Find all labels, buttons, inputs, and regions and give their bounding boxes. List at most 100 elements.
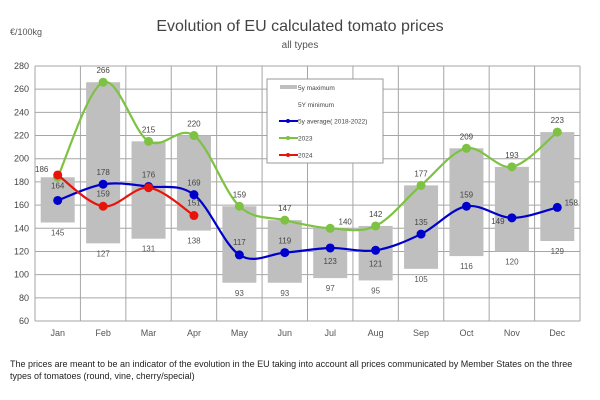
y-tick-label: 80 [19, 293, 29, 303]
y-axis-unit: €/100kg [10, 27, 43, 37]
range-bar [313, 228, 348, 279]
data-label: 209 [460, 132, 474, 141]
chart-subtitle: all types [281, 40, 319, 51]
legend-label: 2024 [298, 153, 313, 160]
range-bar [540, 132, 575, 242]
y-tick-label: 200 [14, 154, 29, 164]
data-point [325, 223, 335, 233]
data-label: 193 [505, 151, 519, 160]
data-point [189, 131, 199, 141]
data-label: 223 [551, 116, 565, 125]
x-tick-label: Sep [413, 328, 429, 338]
data-point [461, 201, 471, 211]
data-label: 178 [96, 168, 110, 177]
min-label: 127 [96, 249, 110, 258]
y-tick-label: 120 [14, 246, 29, 256]
legend-marker [286, 119, 290, 123]
data-point [507, 213, 517, 223]
data-label: 117 [233, 238, 246, 247]
chart: 60 80 100 120 140 160 180 200 220 240 260 280 Jan Feb… [14, 61, 581, 338]
data-label: 266 [96, 66, 110, 75]
min-label: 138 [187, 237, 201, 246]
legend-label: 5y average( 2018-2022) [298, 119, 367, 126]
data-point [53, 195, 63, 205]
x-tick-label: Jan [50, 328, 65, 338]
y-tick-label: 60 [19, 316, 29, 326]
data-label: 159 [233, 190, 247, 199]
data-label: 215 [142, 125, 156, 134]
legend-label: 5y maximum [298, 85, 335, 92]
data-label: 177 [414, 169, 428, 178]
footnote: The prices are meant to be an indicator … [10, 359, 573, 381]
y-tick-label: 280 [14, 61, 29, 71]
min-label: 120 [505, 257, 519, 266]
data-label: 123 [324, 257, 338, 266]
y-tick-label: 240 [14, 107, 29, 117]
data-point [234, 201, 244, 211]
legend-marker [286, 136, 290, 140]
y-tick-label: 260 [14, 84, 29, 94]
x-tick-label: Aug [368, 328, 384, 338]
min-label: 131 [142, 245, 156, 254]
x-tick-label: Jun [278, 328, 293, 338]
min-label: 129 [551, 247, 565, 256]
data-label: 151 [187, 199, 201, 208]
y-tick-label: 160 [14, 200, 29, 210]
data-point [144, 136, 154, 146]
data-label: 176 [142, 171, 156, 180]
range-bar [494, 166, 529, 252]
data-point [371, 221, 381, 231]
data-point [280, 248, 290, 258]
data-point [461, 143, 471, 153]
data-point [552, 127, 562, 137]
data-point [98, 77, 108, 87]
data-point [280, 215, 290, 225]
min-label: 93 [235, 289, 244, 298]
y-tick-label: 180 [14, 177, 29, 187]
data-label: 135 [414, 218, 428, 227]
data-label: 121 [369, 259, 383, 268]
data-label: 119 [278, 237, 291, 246]
min-label: 95 [371, 286, 380, 295]
x-tick-label: Mar [141, 328, 157, 338]
data-label: 159 [460, 190, 474, 199]
x-tick-label: Dec [549, 328, 566, 338]
min-label: 97 [326, 284, 335, 293]
x-tick-label: Feb [95, 328, 111, 338]
y-tick-label: 220 [14, 131, 29, 141]
range-bar [86, 82, 121, 244]
data-point [144, 183, 154, 193]
data-point [189, 211, 199, 221]
min-label: 93 [280, 289, 289, 298]
data-label: 169 [187, 179, 201, 188]
data-label: 164 [51, 181, 65, 190]
legend-label: 2023 [298, 136, 313, 143]
x-tick-label: Jul [324, 328, 336, 338]
data-label: 142 [369, 210, 383, 219]
x-tick-label: Oct [459, 328, 474, 338]
data-label: 159 [96, 189, 110, 198]
min-label: 145 [51, 228, 65, 237]
data-label: 158 [565, 198, 579, 207]
y-tick-label: 100 [14, 270, 29, 280]
min-label: 105 [414, 275, 428, 284]
data-point [53, 170, 63, 180]
data-point [507, 162, 517, 172]
data-label: 147 [278, 204, 292, 213]
data-point [98, 201, 108, 211]
data-point [552, 202, 562, 212]
min-label: 116 [460, 262, 473, 271]
x-tick-label: May [231, 328, 249, 338]
legend-marker [286, 153, 290, 157]
x-tick-label: Nov [504, 328, 521, 338]
data-label: 149 [491, 217, 505, 226]
data-label: 186 [35, 165, 49, 174]
chart-title: Evolution of EU calculated tomato prices [156, 18, 444, 35]
data-point [371, 245, 381, 255]
data-point [416, 180, 426, 190]
data-point [325, 243, 335, 253]
y-tick-label: 140 [14, 223, 29, 233]
legend-swatch-max [280, 85, 297, 89]
legend-label: 5Y minimum [298, 102, 334, 109]
series-line-2024 [57, 174, 195, 217]
